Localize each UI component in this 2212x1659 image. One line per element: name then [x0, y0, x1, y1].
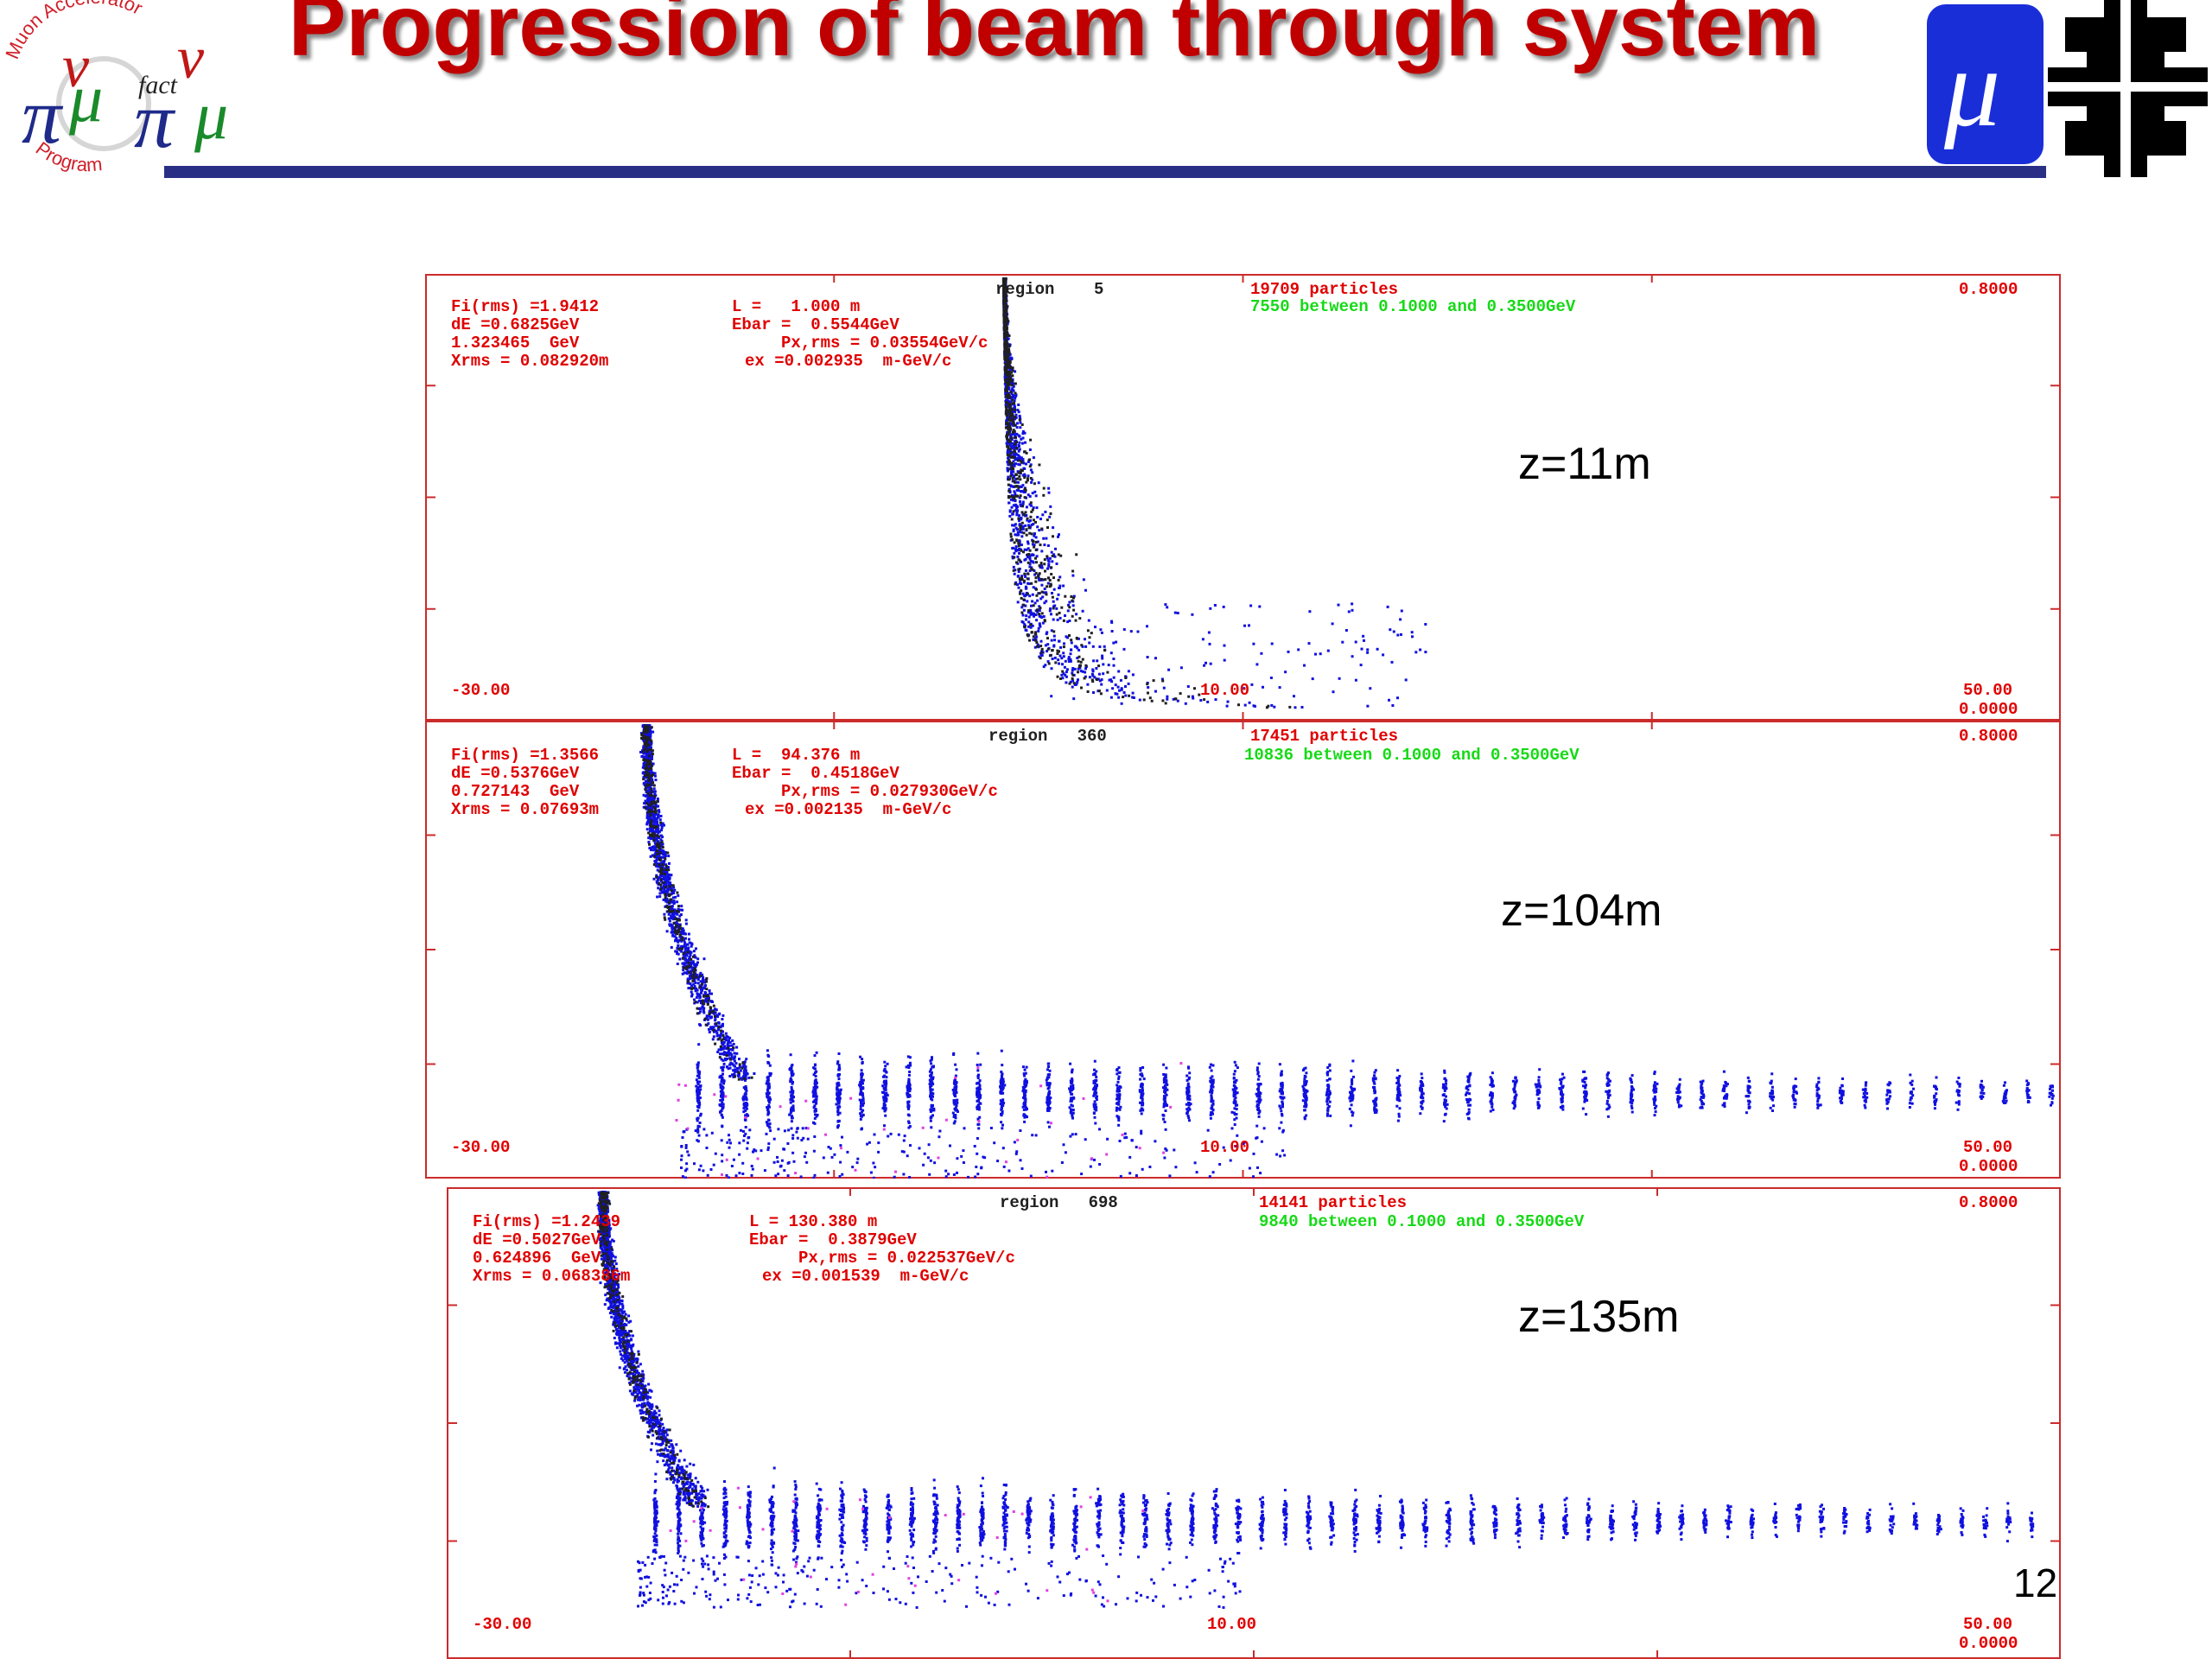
stat-ebar: Ebar = 0.4518GeV	[732, 764, 899, 783]
y-axis-max: 0.8000	[1959, 1193, 2018, 1212]
plot-frame	[447, 1187, 2061, 1659]
stat-xrms: Xrms = 0.082920m	[451, 352, 609, 371]
svg-text:ν: ν	[177, 25, 205, 92]
y-axis-max: 0.8000	[1959, 280, 2018, 299]
mu-glyph: μ	[1943, 26, 2000, 150]
y-axis-min: 0.0000	[1959, 1157, 2018, 1176]
stat-length: L = 130.380 m	[749, 1212, 878, 1231]
stat-mean-energy: 1.323465 GeV	[451, 334, 580, 353]
y-axis-max: 0.8000	[1959, 727, 2018, 746]
region-label: region 698	[1000, 1193, 1118, 1212]
x-axis-min: -30.00	[451, 1138, 511, 1157]
stat-length: L = 94.376 m	[732, 746, 861, 765]
stat-xrms: Xrms = 0.068386m	[473, 1267, 631, 1286]
phase-space-plot-z104: Fi(rms) =1.3566 dE =0.5376GeV 0.727143 G…	[425, 721, 2061, 1179]
muon-accelerator-program-logo: Muon Accelerator Program π π ν ν μ μ fac…	[0, 0, 285, 186]
region-label: region 360	[988, 727, 1107, 746]
x-axis-max: 50.00	[1963, 681, 2013, 700]
stat-mean-energy: 0.624896 GeV	[473, 1249, 601, 1268]
x-axis-mid: 10.00	[1207, 1615, 1257, 1634]
stat-length: L = 1.000 m	[732, 297, 861, 316]
particle-count: 19709 particles	[1250, 280, 1399, 299]
stat-emittance: ex =0.002935 m-GeV/c	[745, 352, 952, 371]
x-axis-min: -30.00	[451, 681, 511, 700]
phase-space-plot-z135: Fi(rms) =1.2439 dE =0.5027GeV 0.624896 G…	[447, 1187, 2061, 1659]
x-axis-mid: 10.00	[1200, 1138, 1250, 1157]
plot-frame	[425, 274, 2061, 721]
stat-emittance: ex =0.001539 m-GeV/c	[762, 1267, 969, 1286]
z-position-label: z=135m	[1518, 1292, 1680, 1342]
stat-de: dE =0.5027GeV	[473, 1230, 601, 1249]
x-axis-max: 50.00	[1963, 1138, 2013, 1157]
plot-frame	[425, 721, 2061, 1179]
stat-px-rms: Px,rms = 0.022537GeV/c	[749, 1249, 1015, 1268]
stat-fi-rms: Fi(rms) =1.9412	[451, 297, 600, 316]
particle-count: 14141 particles	[1259, 1193, 1408, 1212]
stat-fi-rms: Fi(rms) =1.3566	[451, 746, 600, 765]
particle-count: 17451 particles	[1250, 727, 1399, 746]
stat-fi-rms: Fi(rms) =1.2439	[473, 1212, 621, 1231]
phase-space-plot-z11: Fi(rms) =1.9412 dE =0.6825GeV 1.323465 G…	[425, 274, 2061, 721]
z-position-label: z=104m	[1501, 886, 1662, 936]
energy-window-count: 7550 between 0.1000 and 0.3500GeV	[1250, 297, 1576, 316]
stat-xrms: Xrms = 0.07693m	[451, 800, 600, 819]
y-axis-min: 0.0000	[1959, 700, 2018, 719]
stat-px-rms: Px,rms = 0.027930GeV/c	[732, 782, 998, 801]
stat-mean-energy: 0.727143 GeV	[451, 782, 580, 801]
energy-window-count: 10836 between 0.1000 and 0.3500GeV	[1244, 746, 1580, 765]
z-position-label: z=11m	[1518, 439, 1651, 489]
page-number: 12	[2013, 1560, 2058, 1605]
svg-text:ν: ν	[62, 34, 90, 100]
svg-text:π: π	[22, 72, 64, 160]
logo-fact-text: fact	[138, 71, 178, 99]
stat-px-rms: Px,rms = 0.03554GeV/c	[732, 334, 988, 353]
x-axis-min: -30.00	[473, 1615, 532, 1634]
region-label: region 5	[995, 280, 1104, 299]
svg-text:μ: μ	[68, 60, 103, 136]
stat-emittance: ex =0.002135 m-GeV/c	[745, 800, 952, 819]
svg-text:μ: μ	[194, 78, 228, 153]
energy-window-count: 9840 between 0.1000 and 0.3500GeV	[1259, 1212, 1585, 1231]
stat-de: dE =0.6825GeV	[451, 315, 580, 334]
stat-ebar: Ebar = 0.5544GeV	[732, 315, 899, 334]
x-axis-max: 50.00	[1963, 1615, 2013, 1634]
stat-de: dE =0.5376GeV	[451, 764, 580, 783]
slide-title: Progression of beam through system	[288, 0, 1821, 74]
x-axis-mid: 10.00	[1200, 681, 1250, 700]
stat-ebar: Ebar = 0.3879GeV	[749, 1230, 917, 1249]
title-underline	[164, 166, 2046, 178]
fermilab-muon-logo: μ	[1918, 0, 2212, 177]
y-axis-min: 0.0000	[1959, 1634, 2018, 1653]
svg-text:π: π	[134, 76, 176, 164]
